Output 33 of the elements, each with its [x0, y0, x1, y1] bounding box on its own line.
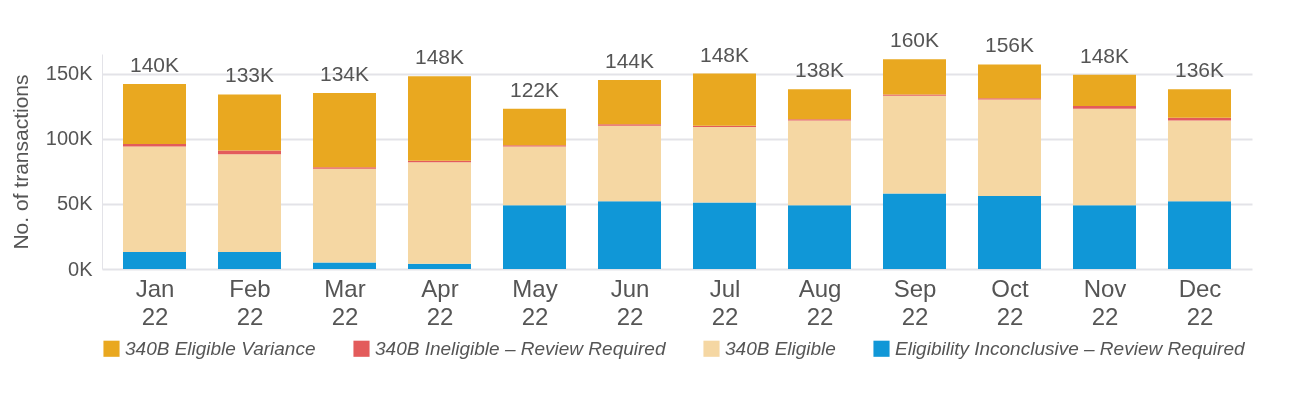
legend-label: 340B Eligible Variance [125, 337, 316, 359]
x-tick-label: Mar 22 [324, 274, 366, 330]
total-label: 160K [889, 28, 940, 52]
total-label: 148K [699, 42, 750, 66]
legend-label: 340B Eligible [725, 337, 836, 359]
y-tick-label: 0K [68, 257, 94, 280]
total-label: 134K [319, 62, 370, 86]
x-tick-label: Nov 22 [1083, 274, 1127, 330]
total-label: 136K [1174, 58, 1225, 82]
total-label: 156K [984, 33, 1035, 57]
total-label: 144K [604, 49, 655, 73]
legend-label: Eligibility Inconclusive – Review Required [895, 337, 1246, 359]
x-tick-label: May 22 [512, 274, 558, 330]
x-tick-label: Aug 22 [798, 274, 842, 330]
y-axis-title: No. of transactions [8, 74, 32, 250]
x-tick-label: Apr 22 [421, 274, 459, 330]
x-tick-label: Jan 22 [135, 274, 175, 330]
x-tick-label: Feb 22 [229, 274, 271, 330]
x-tick-label: Oct 22 [991, 274, 1029, 330]
y-tick-label: 50K [56, 192, 94, 215]
x-tick-label: Sep 22 [893, 274, 937, 330]
total-label: 138K [794, 58, 845, 82]
total-label: 133K [224, 63, 275, 87]
total-label: 140K [129, 52, 180, 76]
total-label: 148K [1079, 43, 1130, 67]
y-tick-label: 150K [45, 62, 94, 85]
x-tick-label: Jul 22 [709, 274, 741, 330]
y-tick-label: 100K [45, 127, 94, 150]
x-tick-label: Dec 22 [1178, 274, 1222, 330]
total-label: 148K [414, 45, 465, 69]
legend-label: 340B Ineligible – Review Required [375, 337, 667, 359]
x-tick-label: Jun 22 [610, 274, 650, 330]
total-label: 122K [509, 77, 560, 101]
